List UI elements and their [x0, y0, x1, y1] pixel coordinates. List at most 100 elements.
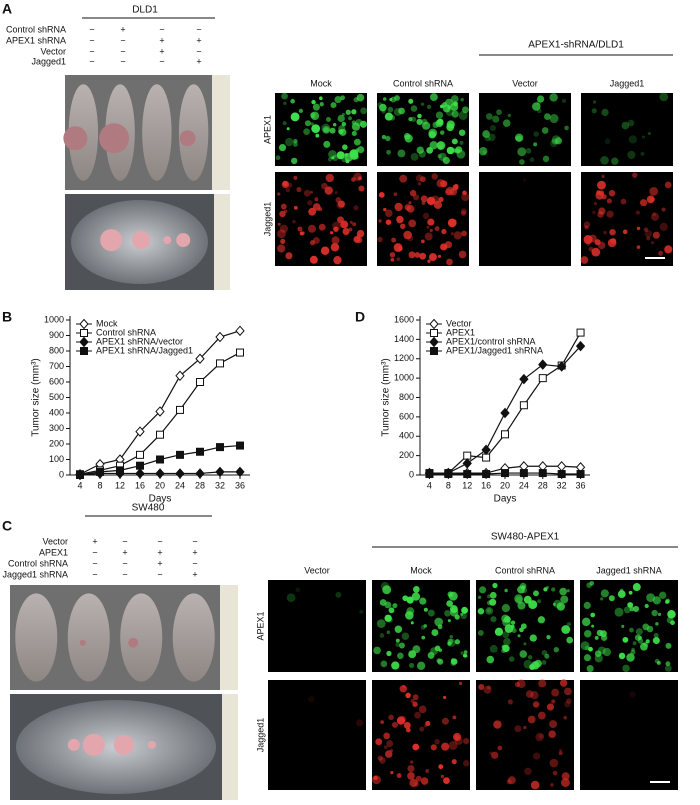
cell [622, 636, 629, 643]
cell [483, 685, 492, 694]
cell [388, 607, 395, 614]
cell [414, 711, 422, 719]
cell [515, 596, 523, 605]
cell [387, 617, 393, 623]
cell [440, 774, 445, 779]
cell [652, 596, 661, 605]
cell [492, 582, 498, 589]
cell [348, 227, 353, 232]
cell [529, 157, 535, 163]
x-axis-label: Days [494, 494, 517, 505]
cell [321, 123, 331, 133]
cell [622, 229, 628, 235]
cell [460, 98, 464, 102]
cell [441, 717, 449, 725]
cell [293, 142, 298, 147]
cell [551, 587, 556, 592]
x-tick-label: 24 [175, 480, 185, 490]
cell [549, 758, 559, 768]
sign: − [122, 536, 127, 546]
tumor [63, 126, 88, 151]
cell [664, 665, 672, 672]
legend-label: APEX1 shRNA/Jagged1 [96, 345, 193, 355]
cell [412, 743, 420, 751]
x-tick-label: 16 [481, 480, 491, 490]
cell [507, 113, 512, 118]
y-tick-label: 1600 [394, 314, 414, 324]
y-tick-label: 1200 [394, 353, 414, 363]
cell [385, 135, 391, 142]
cell [460, 210, 467, 216]
mouse [178, 84, 209, 181]
marker [76, 471, 84, 479]
cell [396, 215, 404, 224]
cell [384, 614, 392, 622]
tumor [147, 740, 156, 749]
cell [399, 684, 408, 693]
marker [538, 374, 547, 383]
cell [594, 239, 601, 246]
cell [529, 634, 537, 642]
x-tick-label: 36 [235, 480, 245, 490]
x-tick-label: 32 [557, 480, 567, 490]
cell [342, 227, 350, 236]
cell [486, 600, 493, 606]
cell [478, 683, 485, 690]
cell [373, 646, 381, 655]
cell [553, 646, 560, 653]
tumor [176, 233, 191, 248]
cell [418, 705, 427, 714]
marker [429, 336, 439, 348]
cell [381, 109, 386, 114]
ruler [222, 694, 238, 800]
cell [602, 647, 612, 657]
marker [425, 470, 434, 479]
sign: − [89, 46, 94, 56]
marker [235, 466, 245, 478]
cell [382, 97, 387, 101]
cell [414, 252, 421, 258]
cell [438, 764, 444, 770]
y-tick-label: 100 [49, 454, 64, 464]
marker [135, 468, 145, 479]
cell [410, 105, 418, 112]
cell [342, 144, 348, 150]
cell [312, 103, 320, 111]
marker [215, 331, 225, 343]
sign: − [92, 547, 97, 557]
cell [541, 660, 547, 665]
marker [215, 466, 225, 478]
cell [434, 226, 440, 232]
sign: − [122, 569, 127, 579]
cell [453, 231, 462, 240]
cell [380, 582, 390, 591]
cell [405, 692, 411, 699]
cell [395, 642, 401, 648]
cell [401, 632, 410, 641]
cell [293, 175, 298, 180]
cell [581, 617, 591, 627]
cell [412, 694, 419, 701]
cell [515, 136, 519, 140]
cell [424, 232, 433, 241]
cell [491, 751, 499, 759]
sign: − [159, 24, 164, 34]
x-axis-label: Days [149, 494, 172, 505]
cell [319, 96, 323, 101]
y-tick-label: 900 [49, 330, 64, 340]
tumor [79, 639, 86, 646]
cell [450, 102, 459, 111]
cell [282, 121, 287, 126]
cell [641, 135, 646, 139]
legend-label: APEX1/control shRNA [446, 336, 536, 346]
cell [416, 118, 423, 125]
tumor [67, 738, 80, 751]
cell [437, 154, 442, 159]
cell [448, 740, 458, 750]
cell [519, 159, 525, 165]
cell [394, 202, 403, 212]
cell [563, 715, 568, 720]
cell [286, 593, 296, 603]
panel-label: B [2, 309, 12, 325]
cell [665, 642, 672, 649]
